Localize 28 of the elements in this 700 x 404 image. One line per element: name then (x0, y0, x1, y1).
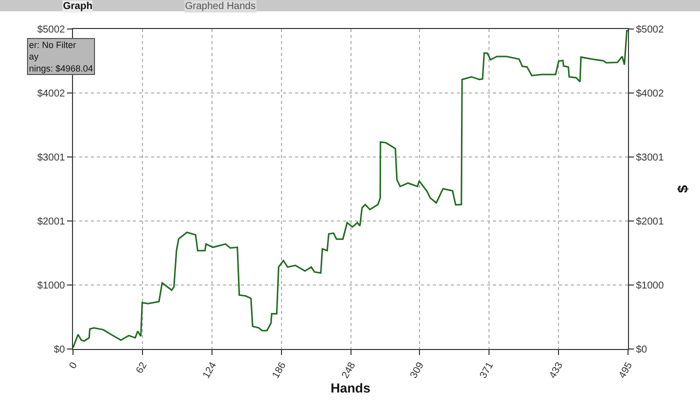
x-tick-label: 62 (134, 360, 150, 376)
x-tick-label: 433 (548, 360, 566, 380)
x-tick-label: 186 (270, 360, 289, 380)
y-tick-label: $0 (54, 344, 66, 356)
text: ay (29, 52, 40, 62)
y2-axis-title: $ (674, 184, 691, 193)
x-tick-label: 371 (478, 360, 496, 380)
y2-tick-label: $5002 (636, 24, 664, 36)
y-tick-label: $1000 (37, 280, 66, 292)
x-axis-title: Hands (330, 380, 370, 396)
annotation: nings: $4968.04 (29, 63, 94, 74)
y-tick-label: $4002 (37, 88, 66, 100)
annotation: er: No Filter (29, 40, 76, 50)
text: Graph (63, 1, 92, 12)
text: Graphed Hands (185, 1, 256, 12)
x-tick-label: 124 (201, 360, 220, 380)
x-tick-label: 309 (408, 360, 427, 380)
y2-tick-label: $1000 (636, 280, 664, 292)
y2-tick-label: $3001 (636, 152, 664, 164)
y-tick-label: $3001 (37, 152, 66, 164)
y2-tick-label: $0 (636, 344, 648, 356)
y-tick-label: $2001 (37, 216, 66, 228)
y2-tick-label: $2001 (636, 216, 664, 228)
x-tick-label: 0 (68, 360, 80, 371)
x-tick-label: 495 (617, 360, 636, 380)
y-tick-label: $5002 (37, 24, 66, 36)
y2-tick-label: $4002 (636, 88, 664, 100)
x-tick-label: 248 (340, 360, 358, 380)
